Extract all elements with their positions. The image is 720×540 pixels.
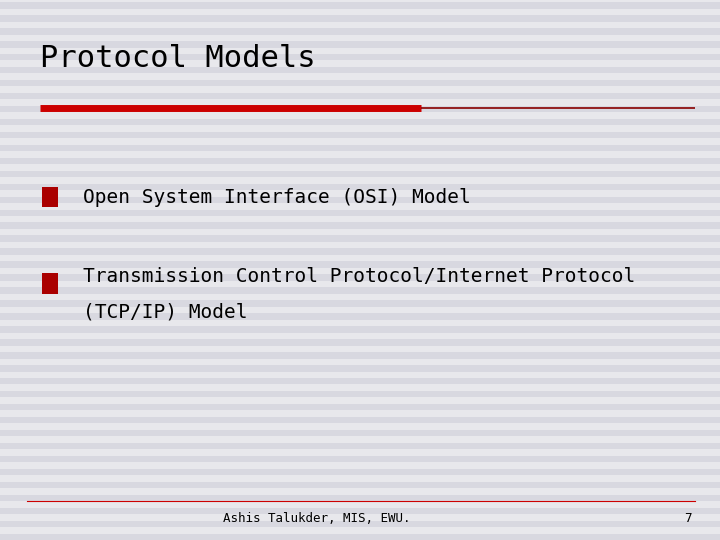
- Text: Transmission Control Protocol/Internet Protocol: Transmission Control Protocol/Internet P…: [83, 267, 635, 286]
- Bar: [0, 417, 720, 423]
- Bar: [0, 80, 720, 86]
- Text: (TCP/IP) Model: (TCP/IP) Model: [83, 302, 247, 321]
- Bar: [0, 132, 720, 138]
- Bar: [0, 456, 720, 462]
- Bar: [0, 261, 720, 268]
- Bar: [0, 495, 720, 501]
- Bar: [0, 430, 720, 436]
- Bar: [0, 404, 720, 410]
- Bar: [0, 222, 720, 229]
- Bar: [0, 443, 720, 449]
- Text: Open System Interface (OSI) Model: Open System Interface (OSI) Model: [83, 187, 471, 207]
- Bar: [0, 197, 720, 203]
- Bar: [0, 391, 720, 397]
- Bar: [0, 300, 720, 307]
- Bar: [0, 145, 720, 151]
- Bar: [0, 508, 720, 514]
- Bar: [0, 313, 720, 320]
- Bar: [0, 41, 720, 48]
- Bar: [0, 15, 720, 22]
- Bar: [0, 171, 720, 177]
- Bar: [0, 469, 720, 475]
- Text: 7: 7: [684, 512, 691, 525]
- Bar: [0, 378, 720, 384]
- Bar: [0, 28, 720, 35]
- Bar: [42, 273, 58, 294]
- Bar: [0, 274, 720, 281]
- Bar: [0, 287, 720, 294]
- Bar: [0, 106, 720, 112]
- Bar: [0, 67, 720, 73]
- Bar: [0, 184, 720, 190]
- Bar: [0, 365, 720, 372]
- Bar: [42, 187, 58, 207]
- Bar: [0, 534, 720, 540]
- Bar: [0, 210, 720, 216]
- Bar: [0, 339, 720, 346]
- Bar: [0, 248, 720, 255]
- Text: Ashis Talukder, MIS, EWU.: Ashis Talukder, MIS, EWU.: [223, 512, 410, 525]
- Bar: [0, 352, 720, 359]
- Text: Protocol Models: Protocol Models: [40, 44, 315, 73]
- Bar: [0, 93, 720, 99]
- Bar: [0, 326, 720, 333]
- Bar: [0, 158, 720, 164]
- Bar: [0, 119, 720, 125]
- Bar: [0, 521, 720, 527]
- Bar: [0, 235, 720, 242]
- Bar: [0, 54, 720, 60]
- Bar: [0, 482, 720, 488]
- Bar: [0, 2, 720, 9]
